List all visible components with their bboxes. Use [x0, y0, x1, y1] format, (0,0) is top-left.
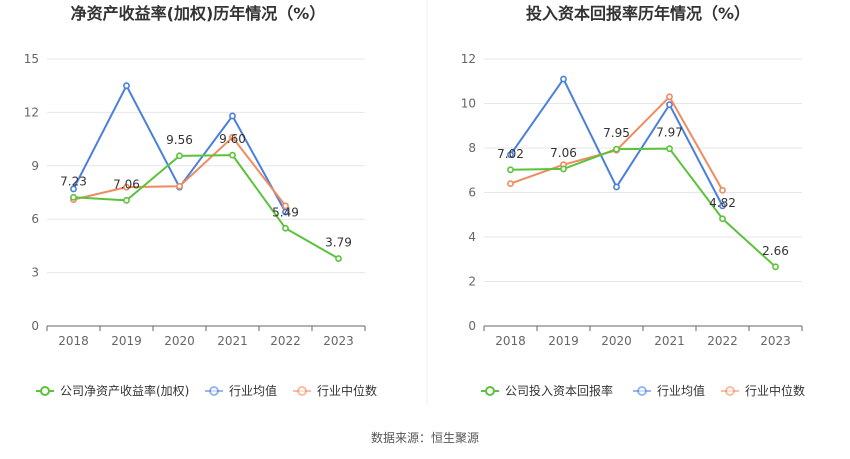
chart-title: 投入资本回报率历年情况（%）	[526, 4, 750, 23]
y-tick-label: 6	[31, 212, 39, 226]
data-point-company	[335, 255, 342, 262]
x-tick-label: 2018	[495, 334, 526, 348]
data-label: 9.60	[219, 132, 246, 146]
data-point-company	[560, 165, 567, 173]
chart-panel-1: 净资产收益率(加权)历年情况（%） 0 3 6 9 12 15 2018 2019 2020 202…	[24, 4, 377, 398]
data-label: 7.02	[497, 147, 524, 161]
data-point-industry_avg	[666, 101, 673, 109]
legend-label: 公司净资产收益率(加权)	[60, 383, 189, 398]
y-tick-label: 0	[468, 319, 476, 333]
legend-label: 行业中位数	[317, 383, 377, 398]
x-tick-label: 2020	[601, 334, 632, 348]
data-label: 9.56	[166, 133, 193, 147]
data-label: 4.82	[709, 196, 736, 210]
data-point-industry_avg	[282, 208, 289, 216]
y-tick-label: 3	[31, 266, 39, 280]
x-tick-label: 2020	[164, 334, 195, 348]
y-tick-label: 10	[461, 97, 476, 111]
data-label: 7.06	[113, 177, 140, 191]
data-point-industry_median	[229, 133, 236, 141]
data-point-industry_avg	[229, 112, 236, 120]
data-point-industry_avg	[560, 75, 567, 83]
data-point-company	[613, 145, 620, 153]
legend-marker-industry_avg	[209, 386, 219, 396]
x-tick-label: 2021	[217, 334, 248, 348]
data-point-industry_avg	[123, 82, 130, 90]
data-point-company	[719, 215, 726, 223]
x-tick-label: 2019	[548, 334, 579, 348]
data-point-industry_median	[719, 186, 726, 194]
legend-marker-company	[485, 386, 495, 396]
data-label: 7.23	[60, 174, 87, 188]
data-label: 2.66	[762, 244, 789, 258]
series-line-industry_median	[73, 136, 287, 207]
data-point-company	[176, 152, 183, 160]
data-point-company	[772, 263, 779, 271]
legend-marker-industry_median	[725, 386, 735, 396]
y-tick-label: 2	[468, 275, 476, 289]
data-label: 7.97	[656, 126, 683, 140]
data-point-company	[123, 196, 130, 204]
data-label: 7.95	[603, 126, 630, 140]
series-line-company	[510, 147, 777, 268]
data-point-company	[666, 145, 673, 153]
data-point-company	[282, 224, 289, 232]
y-tick-label: 0	[31, 319, 39, 333]
data-point-industry_avg	[613, 183, 620, 191]
data-point-company	[507, 166, 514, 174]
x-tick-label: 2022	[270, 334, 301, 348]
x-tick-label: 2021	[654, 334, 685, 348]
data-point-company	[70, 193, 77, 201]
chart-panel-2: 投入资本回报率历年情况（%） 0 2 4 6 8 10 12 2018 2019 2020 2021 2…	[461, 4, 805, 398]
chart-title: 净资产收益率(加权)历年情况（%）	[71, 4, 326, 23]
data-point-industry_avg	[70, 185, 77, 193]
y-tick-label: 8	[468, 141, 476, 155]
data-source-note: 数据来源：恒生聚源	[370, 431, 479, 445]
x-tick-label: 2023	[323, 334, 354, 348]
data-point-company	[229, 151, 236, 159]
legend-label: 行业均值	[229, 383, 277, 398]
x-tick-label: 2019	[111, 334, 142, 348]
data-point-industry_median	[507, 180, 514, 187]
y-tick-label: 9	[31, 159, 39, 173]
legend-marker-company	[40, 386, 50, 396]
data-point-industry_median	[176, 182, 183, 190]
y-tick-label: 12	[461, 52, 476, 66]
data-point-industry_median	[666, 93, 673, 101]
y-tick-label: 12	[24, 105, 39, 119]
x-tick-label: 2022	[707, 334, 738, 348]
data-label: 3.79	[325, 236, 352, 250]
data-point-industry_median	[282, 202, 289, 210]
x-tick-label: 2023	[760, 334, 791, 348]
legend-marker-industry_avg	[637, 386, 647, 396]
data-label: 5.49	[272, 205, 299, 219]
data-point-industry_avg	[719, 202, 726, 210]
data-point-industry_avg	[507, 151, 514, 159]
legend-marker-industry_median	[297, 386, 307, 396]
legend-label: 行业中位数	[745, 383, 805, 398]
y-tick-label: 4	[468, 230, 476, 244]
y-tick-label: 15	[24, 52, 39, 66]
legend-label: 行业均值	[657, 383, 705, 398]
y-tick-label: 6	[468, 186, 476, 200]
x-tick-label: 2018	[58, 334, 89, 348]
legend-label: 公司投入资本回报率	[505, 383, 613, 398]
series-line-company	[73, 154, 339, 260]
data-label: 7.06	[550, 146, 577, 160]
data-point-industry_median	[123, 183, 130, 191]
